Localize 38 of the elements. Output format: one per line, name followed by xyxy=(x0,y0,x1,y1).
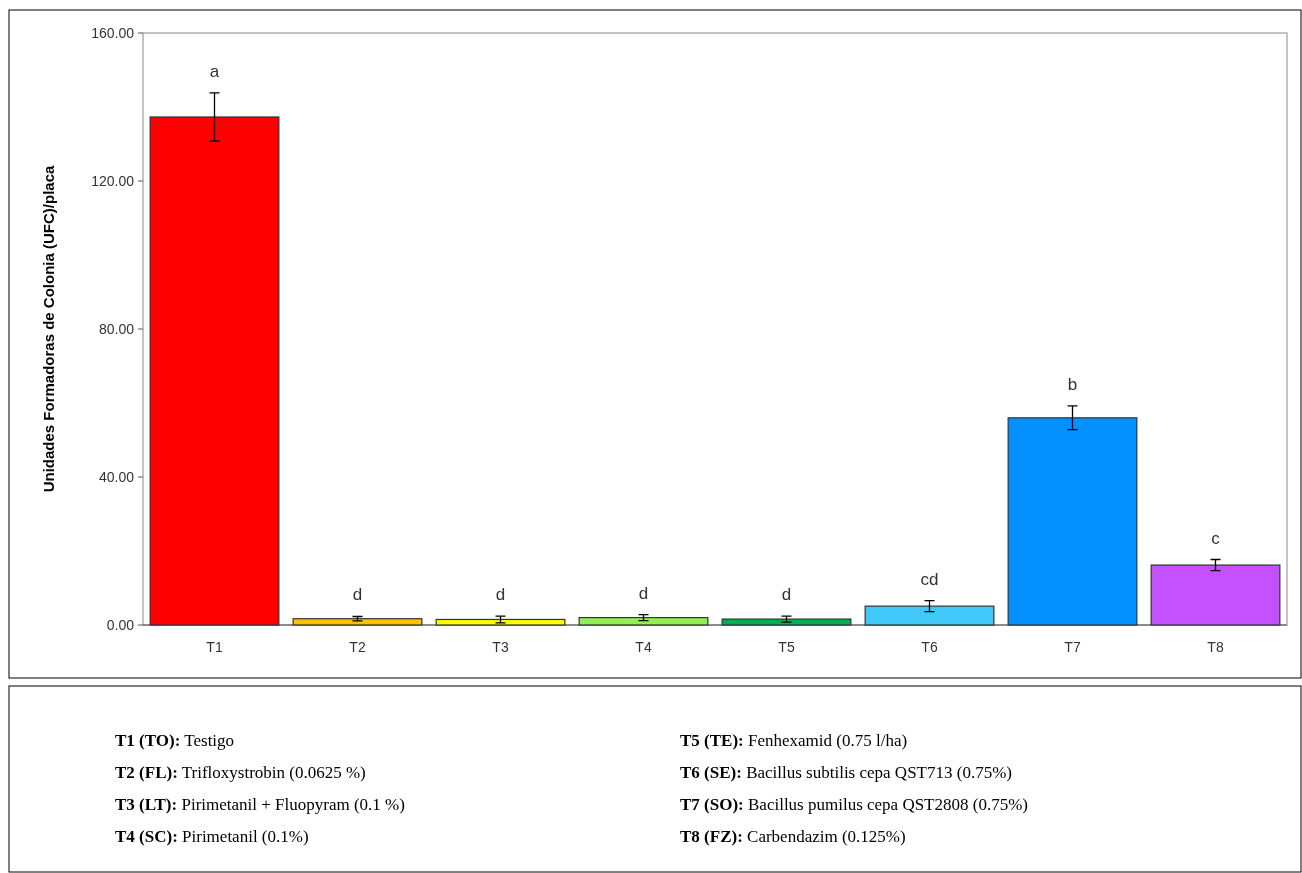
bar xyxy=(435,618,566,626)
bar xyxy=(149,116,280,626)
text: T3 (LT): Pirimetanil + Fluopyram (0.1 %) xyxy=(115,795,405,814)
x-tick-label: T4 xyxy=(635,639,652,655)
y-tick-label: 120.00 xyxy=(91,172,135,189)
data-label: a xyxy=(209,61,220,81)
y-axis-title: Unidades Formadoras de Colonia (UFC)/placa xyxy=(40,164,57,493)
y-tick-label: 80.00 xyxy=(98,320,135,337)
x-tick-label: T1 xyxy=(206,639,223,655)
data-label: cd xyxy=(920,569,939,589)
text: T4 (SC): Pirimetanil (0.1%) xyxy=(115,827,309,846)
data-label: d xyxy=(495,585,506,605)
data-label: b xyxy=(1067,374,1078,394)
x-tick-label: T5 xyxy=(778,639,795,655)
text: T2 (FL): Trifloxystrobin (0.0625 %) xyxy=(115,763,366,782)
bar xyxy=(292,618,423,626)
bar xyxy=(578,617,709,626)
text: T7 (SO): Bacillus pumilus cepa QST2808 (0.75%) xyxy=(680,795,1028,814)
text: T8 (FZ): Carbendazim (0.125%) xyxy=(680,827,906,846)
x-tick-label: T7 xyxy=(1064,639,1081,655)
bar xyxy=(864,605,995,626)
text: T5 (TE): Fenhexamid (0.75 l/ha) xyxy=(680,731,908,750)
text: T6 (SE): Bacillus subtilis cepa QST713 (0.75%) xyxy=(680,763,1012,782)
text: T1 (TO): Testigo xyxy=(115,731,235,750)
data-label: c xyxy=(1211,528,1221,548)
x-tick-label: T6 xyxy=(921,639,938,655)
x-tick-label: T2 xyxy=(349,639,366,655)
x-tick-label: T3 xyxy=(492,639,509,655)
x-tick-label: T8 xyxy=(1207,639,1224,655)
data-label: d xyxy=(781,585,792,605)
bar xyxy=(1007,417,1138,626)
bar xyxy=(721,618,852,626)
y-tick-label: 40.00 xyxy=(98,468,135,485)
bar xyxy=(1150,564,1281,626)
y-tick-label: 160.00 xyxy=(91,24,135,41)
y-tick-label: 0.00 xyxy=(106,616,135,633)
data-label: d xyxy=(638,583,649,603)
data-label: d xyxy=(352,585,363,605)
